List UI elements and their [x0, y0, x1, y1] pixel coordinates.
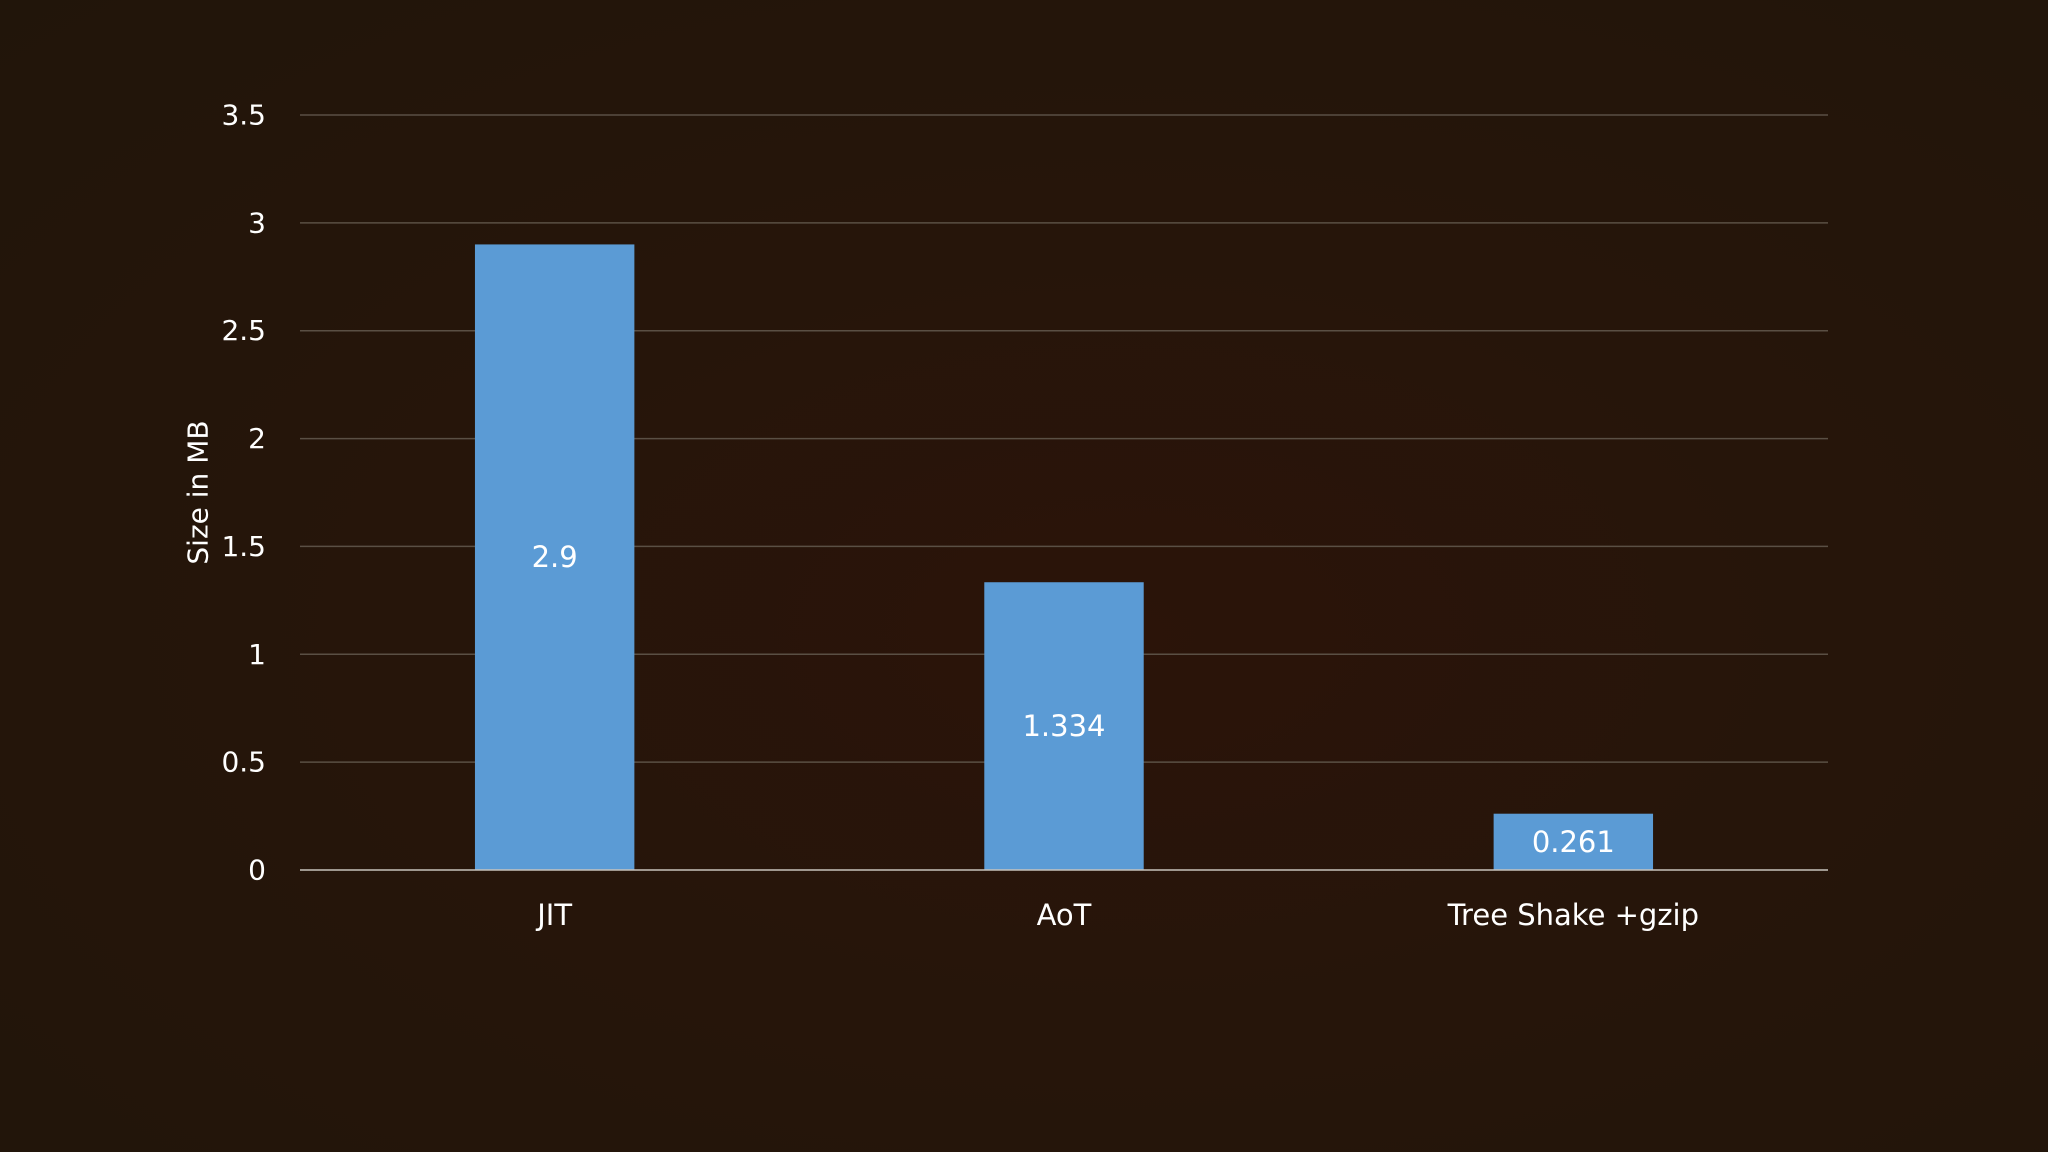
data-label: 1.334 [1022, 709, 1105, 743]
y-tick-label: 3 [248, 206, 266, 239]
bar [474, 244, 635, 870]
bars [474, 244, 1654, 870]
y-tick-label: 0.5 [221, 746, 266, 779]
bar [984, 582, 1144, 870]
category-label: JIT [535, 898, 572, 932]
y-axis-title: Size in MB [182, 420, 215, 564]
data-label: 2.9 [532, 540, 578, 574]
y-tick-label: 1.5 [221, 530, 266, 563]
y-tick-label: 3.5 [221, 99, 266, 132]
y-tick-label: 2 [248, 422, 266, 455]
category-labels: JIT AoT Tree Shake +gzip [535, 898, 1699, 932]
y-tick-label: 2.5 [221, 314, 266, 347]
bar [1493, 813, 1654, 870]
y-tick-label: 0 [248, 854, 266, 887]
y-tick-labels: 0 0.5 1 1.5 2 2.5 3 3.5 [221, 99, 266, 887]
y-tick-label: 1 [248, 638, 266, 671]
data-label: 0.261 [1532, 825, 1615, 859]
category-label: Tree Shake +gzip [1447, 898, 1699, 932]
data-labels: 2.9 1.334 0.261 [532, 540, 1615, 859]
category-label: AoT [1037, 898, 1092, 932]
